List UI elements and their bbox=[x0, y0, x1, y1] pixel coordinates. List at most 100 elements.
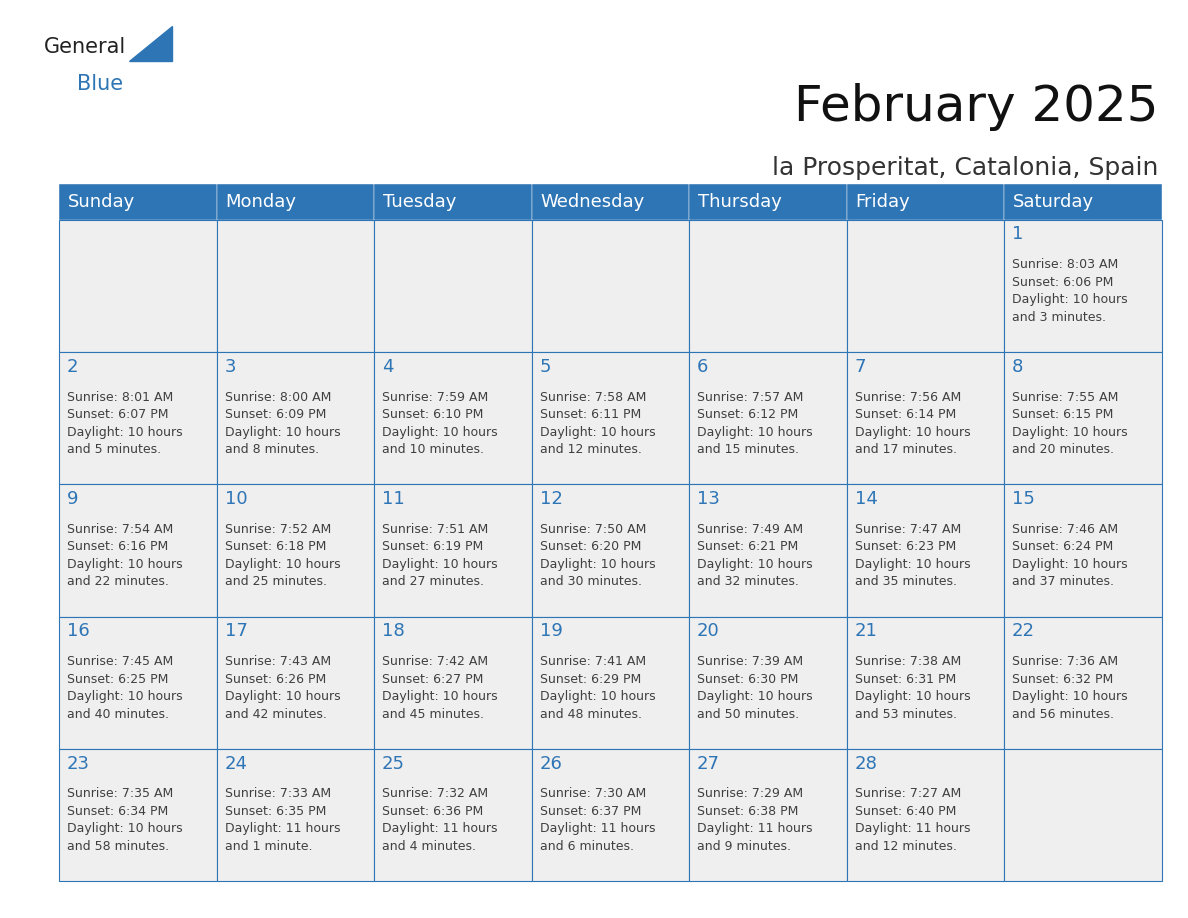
Bar bbox=[847, 353, 1004, 485]
Bar bbox=[59, 617, 217, 749]
Text: Sunrise: 8:00 AM
Sunset: 6:09 PM
Daylight: 10 hours
and 8 minutes.: Sunrise: 8:00 AM Sunset: 6:09 PM Dayligh… bbox=[225, 390, 340, 456]
Text: 12: 12 bbox=[539, 490, 562, 508]
Bar bbox=[374, 485, 532, 617]
Bar bbox=[532, 485, 689, 617]
Bar bbox=[374, 749, 532, 881]
Text: Sunrise: 7:56 AM
Sunset: 6:14 PM
Daylight: 10 hours
and 17 minutes.: Sunrise: 7:56 AM Sunset: 6:14 PM Dayligh… bbox=[854, 390, 971, 456]
Text: Blue: Blue bbox=[77, 74, 124, 94]
Bar bbox=[59, 184, 217, 220]
Text: 28: 28 bbox=[854, 755, 878, 773]
Text: Sunrise: 7:59 AM
Sunset: 6:10 PM
Daylight: 10 hours
and 10 minutes.: Sunrise: 7:59 AM Sunset: 6:10 PM Dayligh… bbox=[383, 390, 498, 456]
Text: Tuesday: Tuesday bbox=[384, 193, 456, 211]
Text: Sunrise: 7:32 AM
Sunset: 6:36 PM
Daylight: 11 hours
and 4 minutes.: Sunrise: 7:32 AM Sunset: 6:36 PM Dayligh… bbox=[383, 788, 498, 853]
Text: General: General bbox=[44, 37, 126, 57]
Bar bbox=[689, 617, 847, 749]
Bar bbox=[1004, 353, 1162, 485]
Text: Sunrise: 7:47 AM
Sunset: 6:23 PM
Daylight: 10 hours
and 35 minutes.: Sunrise: 7:47 AM Sunset: 6:23 PM Dayligh… bbox=[854, 523, 971, 588]
Text: Wednesday: Wednesday bbox=[541, 193, 645, 211]
Text: 4: 4 bbox=[383, 358, 393, 375]
Bar bbox=[847, 184, 1004, 220]
Bar bbox=[374, 184, 532, 220]
Bar bbox=[1004, 617, 1162, 749]
Bar bbox=[217, 184, 374, 220]
Bar bbox=[689, 220, 847, 353]
Bar bbox=[532, 749, 689, 881]
Text: Sunrise: 7:51 AM
Sunset: 6:19 PM
Daylight: 10 hours
and 27 minutes.: Sunrise: 7:51 AM Sunset: 6:19 PM Dayligh… bbox=[383, 523, 498, 588]
Bar bbox=[217, 220, 374, 353]
Text: Sunday: Sunday bbox=[68, 193, 135, 211]
Text: 10: 10 bbox=[225, 490, 247, 508]
Text: 7: 7 bbox=[854, 358, 866, 375]
Text: 8: 8 bbox=[1012, 358, 1023, 375]
Text: 20: 20 bbox=[697, 622, 720, 640]
Text: Sunrise: 7:38 AM
Sunset: 6:31 PM
Daylight: 10 hours
and 53 minutes.: Sunrise: 7:38 AM Sunset: 6:31 PM Dayligh… bbox=[854, 655, 971, 721]
Bar bbox=[1004, 220, 1162, 353]
Text: 5: 5 bbox=[539, 358, 551, 375]
Bar bbox=[1004, 184, 1162, 220]
Text: 2: 2 bbox=[67, 358, 78, 375]
Text: Sunrise: 7:52 AM
Sunset: 6:18 PM
Daylight: 10 hours
and 25 minutes.: Sunrise: 7:52 AM Sunset: 6:18 PM Dayligh… bbox=[225, 523, 340, 588]
Bar bbox=[532, 617, 689, 749]
Bar bbox=[532, 220, 689, 353]
Bar bbox=[1004, 485, 1162, 617]
Text: 6: 6 bbox=[697, 358, 708, 375]
Bar bbox=[689, 749, 847, 881]
Text: February 2025: February 2025 bbox=[794, 83, 1158, 130]
Text: Sunrise: 7:33 AM
Sunset: 6:35 PM
Daylight: 11 hours
and 1 minute.: Sunrise: 7:33 AM Sunset: 6:35 PM Dayligh… bbox=[225, 788, 340, 853]
Bar bbox=[59, 749, 217, 881]
Text: Friday: Friday bbox=[855, 193, 910, 211]
Bar bbox=[59, 485, 217, 617]
Text: Saturday: Saturday bbox=[1013, 193, 1094, 211]
Bar bbox=[217, 617, 374, 749]
Text: Sunrise: 7:45 AM
Sunset: 6:25 PM
Daylight: 10 hours
and 40 minutes.: Sunrise: 7:45 AM Sunset: 6:25 PM Dayligh… bbox=[67, 655, 183, 721]
Bar bbox=[217, 749, 374, 881]
Text: 18: 18 bbox=[383, 622, 405, 640]
Text: 17: 17 bbox=[225, 622, 247, 640]
Text: Sunrise: 7:55 AM
Sunset: 6:15 PM
Daylight: 10 hours
and 20 minutes.: Sunrise: 7:55 AM Sunset: 6:15 PM Dayligh… bbox=[1012, 390, 1127, 456]
Bar bbox=[532, 184, 689, 220]
Text: Sunrise: 8:03 AM
Sunset: 6:06 PM
Daylight: 10 hours
and 3 minutes.: Sunrise: 8:03 AM Sunset: 6:06 PM Dayligh… bbox=[1012, 258, 1127, 324]
Text: 15: 15 bbox=[1012, 490, 1035, 508]
Text: Sunrise: 7:43 AM
Sunset: 6:26 PM
Daylight: 10 hours
and 42 minutes.: Sunrise: 7:43 AM Sunset: 6:26 PM Dayligh… bbox=[225, 655, 340, 721]
Bar bbox=[374, 353, 532, 485]
Text: Sunrise: 7:39 AM
Sunset: 6:30 PM
Daylight: 10 hours
and 50 minutes.: Sunrise: 7:39 AM Sunset: 6:30 PM Dayligh… bbox=[697, 655, 813, 721]
Text: Sunrise: 7:36 AM
Sunset: 6:32 PM
Daylight: 10 hours
and 56 minutes.: Sunrise: 7:36 AM Sunset: 6:32 PM Dayligh… bbox=[1012, 655, 1127, 721]
Text: Sunrise: 7:50 AM
Sunset: 6:20 PM
Daylight: 10 hours
and 30 minutes.: Sunrise: 7:50 AM Sunset: 6:20 PM Dayligh… bbox=[539, 523, 656, 588]
Bar bbox=[689, 353, 847, 485]
Text: 26: 26 bbox=[539, 755, 562, 773]
Bar bbox=[847, 485, 1004, 617]
Bar bbox=[689, 184, 847, 220]
Polygon shape bbox=[128, 27, 172, 61]
Text: Sunrise: 8:01 AM
Sunset: 6:07 PM
Daylight: 10 hours
and 5 minutes.: Sunrise: 8:01 AM Sunset: 6:07 PM Dayligh… bbox=[67, 390, 183, 456]
Text: Sunrise: 7:29 AM
Sunset: 6:38 PM
Daylight: 11 hours
and 9 minutes.: Sunrise: 7:29 AM Sunset: 6:38 PM Dayligh… bbox=[697, 788, 813, 853]
Text: 11: 11 bbox=[383, 490, 405, 508]
Bar bbox=[374, 617, 532, 749]
Bar bbox=[847, 749, 1004, 881]
Text: 19: 19 bbox=[539, 622, 562, 640]
Bar bbox=[374, 220, 532, 353]
Text: Sunrise: 7:54 AM
Sunset: 6:16 PM
Daylight: 10 hours
and 22 minutes.: Sunrise: 7:54 AM Sunset: 6:16 PM Dayligh… bbox=[67, 523, 183, 588]
Bar bbox=[847, 617, 1004, 749]
Bar bbox=[847, 220, 1004, 353]
Text: 23: 23 bbox=[67, 755, 90, 773]
Bar bbox=[689, 485, 847, 617]
Text: 21: 21 bbox=[854, 622, 878, 640]
Text: 3: 3 bbox=[225, 358, 236, 375]
Text: 13: 13 bbox=[697, 490, 720, 508]
Bar bbox=[59, 220, 217, 353]
Bar bbox=[217, 353, 374, 485]
Bar bbox=[532, 353, 689, 485]
Text: Sunrise: 7:49 AM
Sunset: 6:21 PM
Daylight: 10 hours
and 32 minutes.: Sunrise: 7:49 AM Sunset: 6:21 PM Dayligh… bbox=[697, 523, 813, 588]
Text: 22: 22 bbox=[1012, 622, 1035, 640]
Text: 24: 24 bbox=[225, 755, 247, 773]
Text: Sunrise: 7:35 AM
Sunset: 6:34 PM
Daylight: 10 hours
and 58 minutes.: Sunrise: 7:35 AM Sunset: 6:34 PM Dayligh… bbox=[67, 788, 183, 853]
Text: Sunrise: 7:42 AM
Sunset: 6:27 PM
Daylight: 10 hours
and 45 minutes.: Sunrise: 7:42 AM Sunset: 6:27 PM Dayligh… bbox=[383, 655, 498, 721]
Text: 27: 27 bbox=[697, 755, 720, 773]
Text: 16: 16 bbox=[67, 622, 90, 640]
Text: Sunrise: 7:46 AM
Sunset: 6:24 PM
Daylight: 10 hours
and 37 minutes.: Sunrise: 7:46 AM Sunset: 6:24 PM Dayligh… bbox=[1012, 523, 1127, 588]
Text: Sunrise: 7:30 AM
Sunset: 6:37 PM
Daylight: 11 hours
and 6 minutes.: Sunrise: 7:30 AM Sunset: 6:37 PM Dayligh… bbox=[539, 788, 655, 853]
Bar bbox=[1004, 749, 1162, 881]
Text: Thursday: Thursday bbox=[699, 193, 782, 211]
Text: Sunrise: 7:58 AM
Sunset: 6:11 PM
Daylight: 10 hours
and 12 minutes.: Sunrise: 7:58 AM Sunset: 6:11 PM Dayligh… bbox=[539, 390, 656, 456]
Text: 1: 1 bbox=[1012, 226, 1023, 243]
